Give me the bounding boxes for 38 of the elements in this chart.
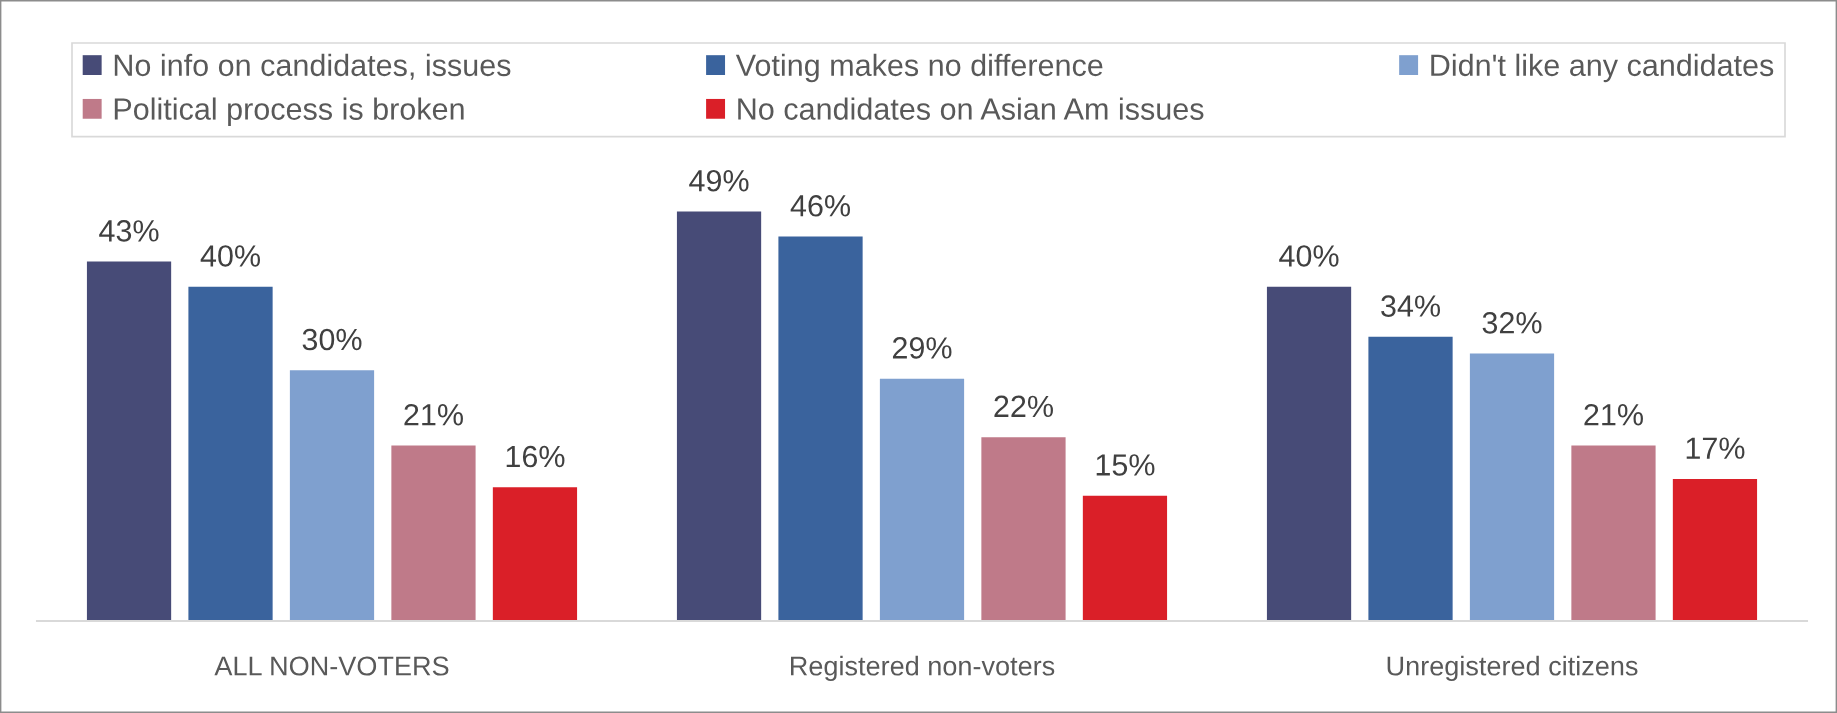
bar (1571, 445, 1656, 621)
legend-label: No candidates on Asian Am issues (738, 97, 1204, 120)
legend-label: No info on candidates, issues (114, 53, 511, 80)
legend-label: Voting makes no difference (735, 53, 1103, 83)
bar (1266, 286, 1352, 621)
bar (879, 378, 965, 621)
data-label: 16% (506, 445, 565, 468)
data-label: 40% (1279, 245, 1339, 267)
bar (1469, 353, 1555, 621)
bar (86, 261, 172, 621)
data-label: 17% (1686, 437, 1745, 459)
legend-label: Didn't like any candidates (1431, 53, 1774, 83)
bar (1082, 495, 1168, 621)
data-label: 40% (200, 245, 261, 267)
bar (391, 445, 476, 621)
bar (676, 211, 762, 621)
bar (981, 437, 1066, 621)
data-label: 21% (1584, 403, 1643, 426)
data-label: 34% (1381, 295, 1441, 317)
bar (492, 487, 578, 621)
data-label: 46% (790, 194, 851, 217)
data-label: 30% (302, 328, 362, 351)
data-label: 15% (1096, 454, 1155, 476)
bar (1368, 336, 1453, 621)
data-label: 22% (994, 395, 1053, 418)
data-label: 32% (1482, 311, 1542, 334)
x-tick-label: Registered non-voters (791, 655, 1055, 681)
bar (289, 370, 375, 621)
x-tick-label: ALL NON-VOTERS (214, 656, 449, 676)
data-label: 21% (404, 403, 463, 426)
x-tick-label: Unregistered citizens (1387, 655, 1638, 681)
data-label: 29% (892, 337, 952, 359)
bar (188, 286, 273, 621)
data-label: 49% (689, 169, 749, 192)
legend-label: Political process is broken (114, 97, 464, 126)
bar (778, 236, 863, 621)
bar (1672, 478, 1758, 621)
data-label: 43% (99, 220, 159, 242)
